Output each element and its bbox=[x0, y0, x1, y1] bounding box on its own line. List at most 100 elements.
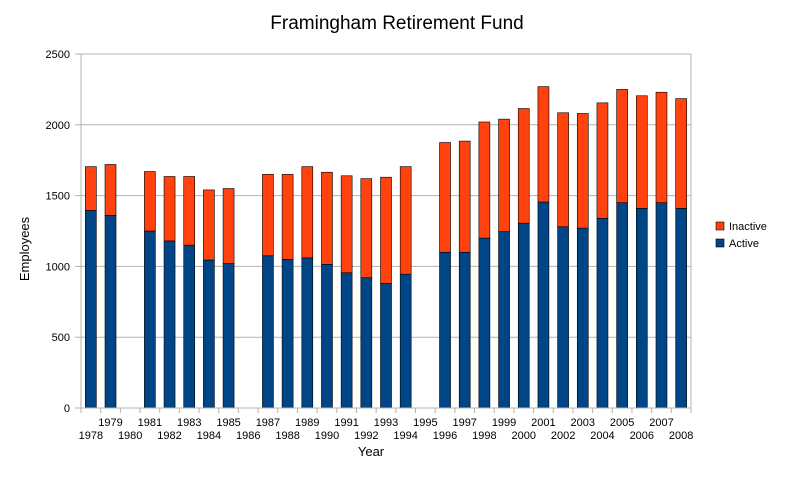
x-tick-label: 2001 bbox=[531, 417, 555, 429]
legend-label-active: Active bbox=[729, 238, 759, 250]
x-tick-label: 1984 bbox=[197, 430, 221, 442]
bar-active-2008 bbox=[675, 208, 687, 409]
bar-active-2006 bbox=[636, 208, 648, 409]
bar-active-1981 bbox=[144, 230, 156, 409]
y-tick-label: 2000 bbox=[46, 120, 70, 132]
bar-active-2007 bbox=[655, 202, 668, 409]
bar-active-1987 bbox=[262, 255, 274, 409]
x-tick-label: 1986 bbox=[236, 430, 260, 442]
bar-inactive-1989 bbox=[301, 166, 314, 259]
bar-inactive-1996 bbox=[439, 142, 451, 253]
x-tick-label: 1995 bbox=[413, 417, 437, 429]
bar-inactive-1994 bbox=[399, 166, 412, 275]
y-tick-label: 500 bbox=[52, 332, 70, 344]
bar-inactive-2003 bbox=[576, 113, 589, 229]
bar-active-1997 bbox=[458, 251, 471, 409]
y-tick-label: 2500 bbox=[46, 49, 70, 61]
x-tick-label: 1982 bbox=[157, 430, 181, 442]
bar-active-1996 bbox=[439, 251, 451, 409]
x-tick-label: 2008 bbox=[669, 430, 693, 442]
bar-inactive-2000 bbox=[517, 108, 530, 224]
x-tick-label: 2005 bbox=[610, 417, 634, 429]
bar-inactive-2004 bbox=[596, 102, 609, 219]
bar-active-2002 bbox=[557, 226, 569, 409]
bar-active-2003 bbox=[576, 227, 589, 409]
bar-inactive-1992 bbox=[360, 178, 373, 279]
bar-active-1993 bbox=[380, 283, 392, 409]
x-axis-label: Year bbox=[358, 444, 385, 459]
y-tick-labels: 0 500 1000 1500 2000 2500 bbox=[46, 49, 70, 415]
x-tick-label: 1979 bbox=[98, 417, 122, 429]
bar-active-1982 bbox=[163, 240, 176, 409]
bar-active-2001 bbox=[537, 201, 550, 409]
x-tick-label: 1993 bbox=[374, 417, 398, 429]
x-tick-label: 1981 bbox=[138, 417, 162, 429]
bar-active-2004 bbox=[596, 217, 609, 409]
x-tick-label: 2000 bbox=[511, 430, 535, 442]
bar-active-1991 bbox=[340, 272, 353, 409]
bar-active-1992 bbox=[360, 277, 373, 409]
x-tick-label: 1985 bbox=[216, 417, 240, 429]
x-tick-label: 1990 bbox=[315, 430, 339, 442]
x-tick-label: 1989 bbox=[295, 417, 319, 429]
x-tick-label: 1983 bbox=[177, 417, 201, 429]
bar-inactive-1993 bbox=[380, 176, 392, 284]
x-tick-label: 1998 bbox=[472, 430, 496, 442]
x-tick-label: 2003 bbox=[571, 417, 595, 429]
x-tick-label: 2006 bbox=[630, 430, 654, 442]
x-tick-label: 1999 bbox=[492, 417, 516, 429]
bar-inactive-1991 bbox=[340, 175, 353, 274]
bar-inactive-1978 bbox=[85, 166, 97, 211]
bar-active-1988 bbox=[281, 259, 294, 409]
bar-active-2000 bbox=[517, 222, 530, 409]
bar-active-1984 bbox=[203, 259, 215, 409]
bar-inactive-1987 bbox=[262, 174, 274, 257]
y-tick-label: 1000 bbox=[46, 261, 70, 273]
x-tick-label: 1992 bbox=[354, 430, 378, 442]
bar-active-2005 bbox=[616, 202, 628, 409]
bar-inactive-1979 bbox=[104, 164, 117, 216]
x-tick-label: 1988 bbox=[275, 430, 299, 442]
chart-title: Framingham Retirement Fund bbox=[270, 13, 523, 34]
x-tick-labels: 1978197919801981198219831984198519861987… bbox=[79, 417, 694, 442]
bar-inactive-1999 bbox=[498, 118, 510, 233]
legend: Inactive Active bbox=[715, 221, 767, 250]
y-axis-label: Employees bbox=[17, 216, 32, 281]
x-tick-label: 1980 bbox=[118, 430, 142, 442]
bar-active-1978 bbox=[85, 210, 97, 409]
bar-inactive-2007 bbox=[655, 91, 668, 203]
bar-inactive-1984 bbox=[203, 189, 215, 261]
y-tick-label: 0 bbox=[64, 403, 70, 415]
bar-inactive-1985 bbox=[222, 188, 235, 264]
bars bbox=[85, 86, 687, 409]
x-tick-label: 1996 bbox=[433, 430, 457, 442]
bar-inactive-1981 bbox=[144, 171, 156, 232]
bar-inactive-2005 bbox=[616, 89, 628, 203]
bar-inactive-1988 bbox=[281, 174, 294, 260]
bar-inactive-2008 bbox=[675, 98, 687, 209]
bar-inactive-1990 bbox=[321, 171, 333, 265]
x-tick-label: 2004 bbox=[590, 430, 614, 442]
x-tick-label: 1991 bbox=[334, 417, 358, 429]
x-tick-label: 2002 bbox=[551, 430, 575, 442]
bar-inactive-1983 bbox=[183, 176, 196, 246]
bar-active-1994 bbox=[399, 273, 412, 409]
bar-inactive-2006 bbox=[636, 95, 648, 209]
bar-inactive-1997 bbox=[458, 140, 471, 253]
x-tick-label: 1994 bbox=[393, 430, 417, 442]
bar-active-1985 bbox=[222, 263, 235, 409]
bar-active-1983 bbox=[183, 244, 196, 409]
x-tick-label: 1978 bbox=[79, 430, 103, 442]
legend-swatch-inactive bbox=[715, 221, 725, 231]
bar-inactive-1982 bbox=[163, 176, 176, 242]
bar-active-1998 bbox=[478, 237, 491, 409]
bar-active-1979 bbox=[104, 215, 117, 409]
legend-label-inactive: Inactive bbox=[729, 221, 767, 233]
legend-swatch-active bbox=[715, 238, 725, 248]
x-tick-label: 1997 bbox=[452, 417, 476, 429]
bar-active-1999 bbox=[498, 231, 510, 409]
bar-inactive-2001 bbox=[537, 86, 550, 203]
bar-inactive-1998 bbox=[478, 121, 491, 239]
